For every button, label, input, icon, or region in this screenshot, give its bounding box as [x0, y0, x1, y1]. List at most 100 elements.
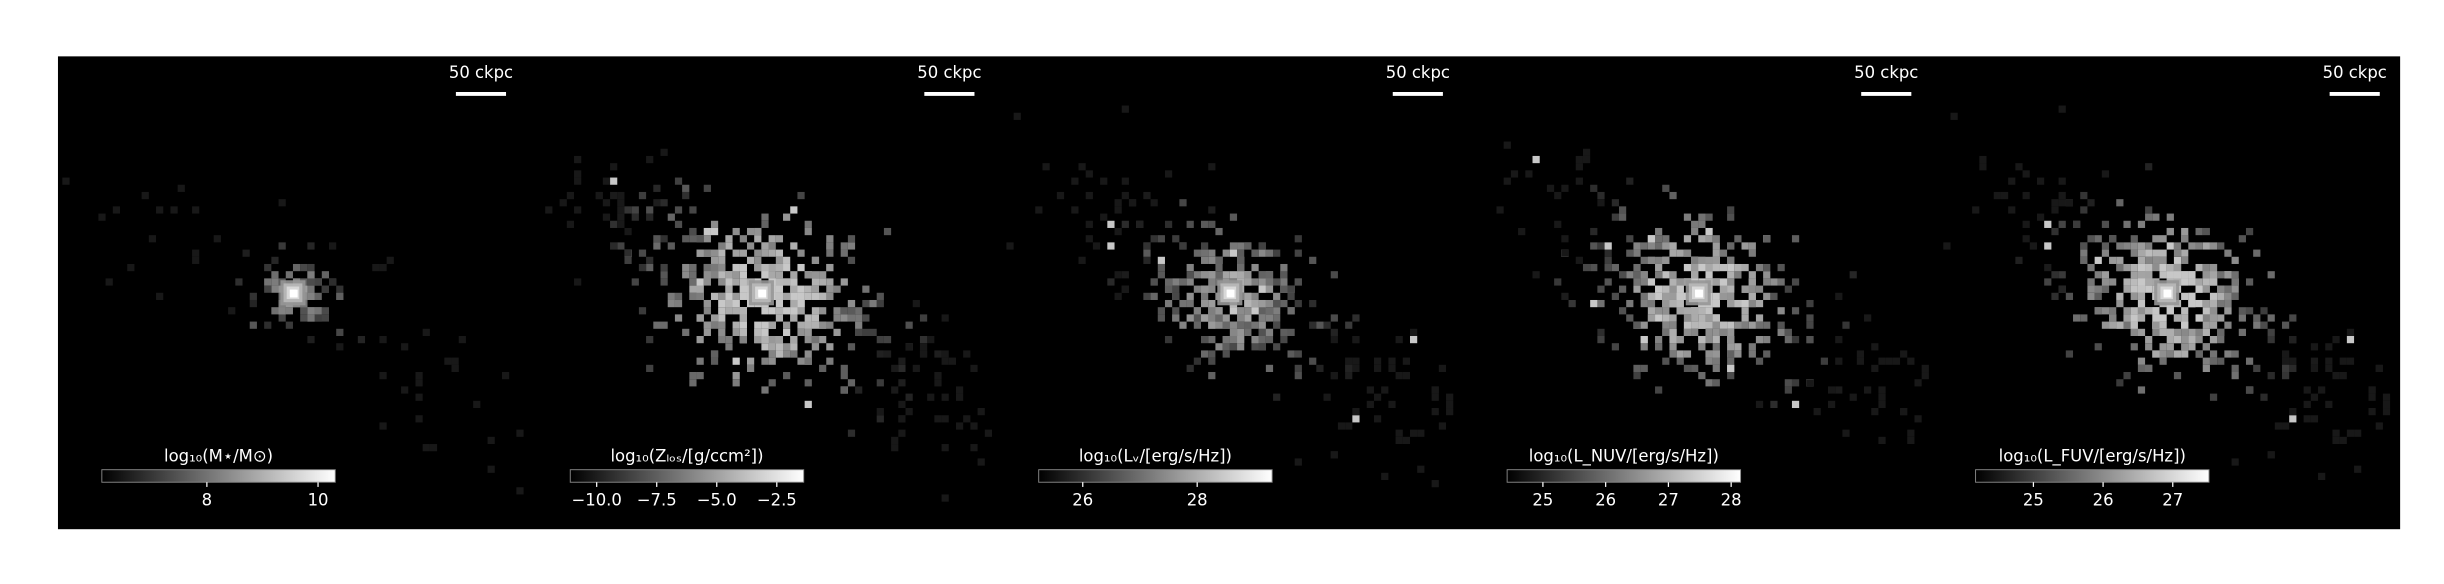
pixel	[2087, 292, 2095, 300]
pixel	[2332, 335, 2340, 344]
pixel	[2152, 321, 2160, 329]
pixel	[1164, 285, 1173, 293]
pixel	[1734, 271, 1742, 279]
pixel	[1265, 249, 1274, 257]
pixel	[667, 213, 675, 221]
pixel	[1712, 235, 1720, 243]
pixel	[1431, 393, 1439, 401]
pixel	[811, 343, 820, 351]
pixel	[840, 249, 848, 257]
pixel	[847, 314, 856, 322]
pixel	[1352, 335, 1360, 344]
pixel	[1871, 343, 1879, 351]
pixel	[1114, 227, 1122, 236]
pixel	[2209, 335, 2218, 344]
pixel	[790, 278, 798, 286]
pixel	[1640, 343, 1648, 351]
pixel	[804, 271, 812, 279]
pixel	[1604, 256, 1612, 264]
pixel	[718, 249, 726, 257]
pixel	[2289, 335, 2297, 344]
pixel	[1698, 220, 1706, 228]
pixel	[790, 271, 798, 279]
pixel	[1388, 357, 1396, 365]
pixel	[1280, 299, 1288, 308]
pixel	[1662, 314, 1670, 322]
pixel	[2166, 227, 2174, 236]
pixel	[710, 220, 719, 228]
pixel	[804, 220, 812, 228]
pixel	[379, 372, 387, 380]
pixel	[732, 227, 740, 236]
pixel	[876, 335, 884, 344]
scale-bar-label: 50 ckpc	[449, 63, 513, 82]
pixel	[2080, 314, 2088, 322]
pixel	[1676, 357, 1684, 365]
pixel	[1655, 285, 1663, 293]
pixel	[1647, 292, 1656, 300]
pixel	[2217, 242, 2225, 250]
pixel	[2260, 393, 2268, 401]
pixel	[739, 271, 747, 279]
pixel	[2152, 263, 2160, 272]
pixel	[1309, 321, 1317, 329]
pixel	[811, 314, 820, 322]
pixel	[703, 328, 711, 336]
pixel	[1150, 199, 1158, 207]
pixel	[674, 299, 683, 308]
pixel	[1006, 242, 1014, 250]
pixel	[1676, 350, 1684, 358]
pixel	[775, 314, 784, 322]
colorbar-label: log₁₀(Zₗₒₛ/[g/ccm²])	[610, 447, 763, 466]
pixel	[2116, 263, 2124, 272]
pixel	[336, 292, 344, 300]
pixel	[2245, 227, 2254, 236]
pixel	[2382, 400, 2391, 409]
pixel	[1676, 249, 1684, 257]
pixel	[710, 314, 719, 322]
pixel	[307, 242, 315, 250]
pixel	[1071, 206, 1079, 214]
pixel	[768, 350, 776, 358]
pixel	[696, 314, 704, 322]
pixel	[617, 206, 625, 214]
pixel	[1179, 242, 1187, 250]
pixel	[1727, 350, 1735, 358]
pixel	[2195, 299, 2203, 308]
pixel	[1410, 429, 1418, 437]
pixel	[1294, 235, 1302, 243]
pixel	[1229, 242, 1238, 250]
pixel	[826, 321, 834, 329]
pixel	[192, 256, 200, 264]
pixel	[718, 321, 726, 329]
pixel	[761, 307, 769, 315]
pixel	[775, 271, 784, 279]
pixel	[1121, 105, 1129, 113]
pixel	[638, 263, 647, 272]
pixel	[876, 408, 884, 416]
pixel	[2130, 263, 2138, 272]
pixel	[62, 177, 70, 185]
pixel	[754, 328, 762, 336]
pixel	[559, 199, 567, 207]
pixel	[1921, 372, 1929, 380]
pixel	[2080, 191, 2088, 200]
pixel	[891, 436, 899, 445]
pixel	[1186, 271, 1194, 279]
pixel	[2209, 292, 2218, 300]
pixel	[1237, 256, 1245, 264]
pixel	[1258, 278, 1266, 286]
pixel	[2202, 285, 2210, 293]
pixel	[790, 206, 798, 214]
pixel	[2159, 328, 2167, 336]
pixel	[1229, 307, 1238, 315]
pixel	[1215, 256, 1223, 264]
colorbar-tick-label: 25	[2023, 491, 2044, 510]
pixel	[1755, 400, 1764, 409]
colorbar-tick-label: −2.5	[757, 491, 797, 510]
pixel	[2051, 206, 2059, 214]
pixel	[768, 335, 776, 344]
pixel	[2325, 357, 2333, 365]
colorbar	[1038, 469, 1273, 483]
